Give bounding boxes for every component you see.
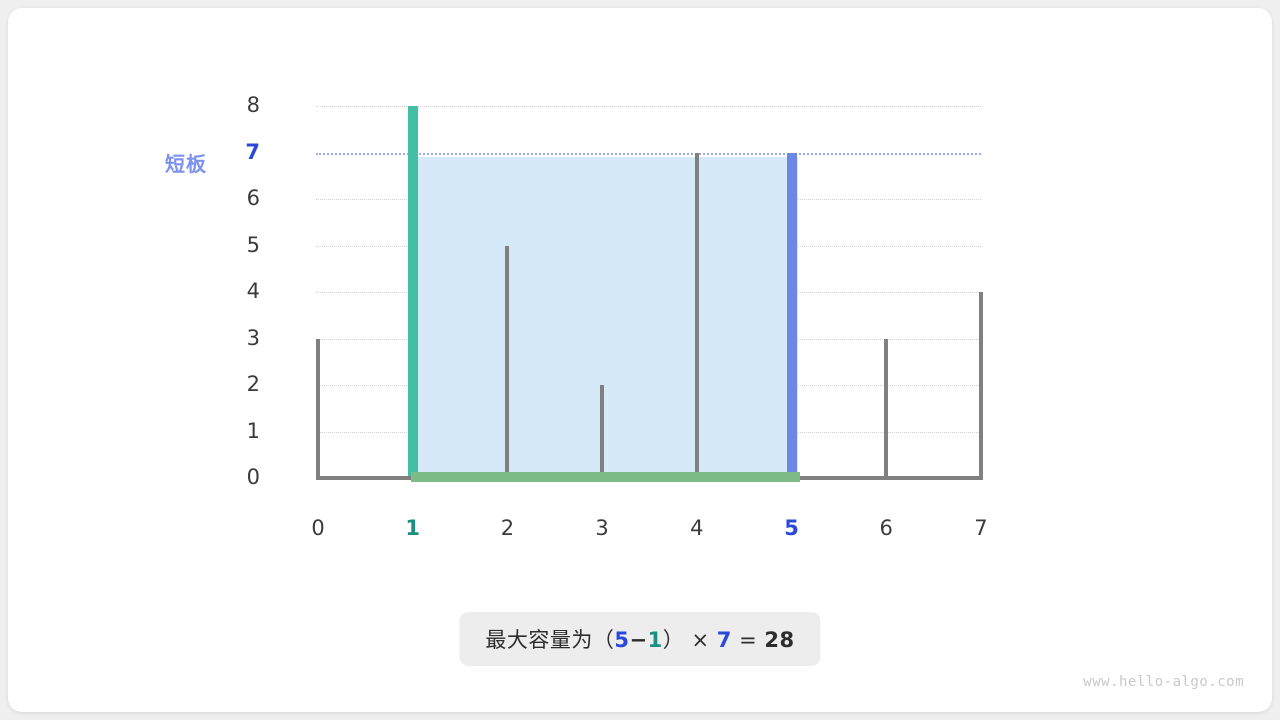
x-tick-label-2: 2	[500, 516, 515, 540]
bar-2	[505, 245, 510, 480]
caption-equals: =	[739, 628, 758, 652]
bar-1	[407, 106, 418, 480]
bar-6	[884, 338, 889, 480]
y-tick-label-5: 5	[246, 232, 260, 257]
x-tick-label-3: 3	[595, 516, 609, 540]
bar-4	[694, 152, 699, 480]
x-tick-label-5: 5	[784, 516, 799, 540]
bar-3	[600, 385, 605, 480]
x-tick-label-1: 1	[405, 516, 420, 540]
caption-result: 28	[764, 628, 795, 652]
caption-times: ×	[691, 628, 710, 652]
capacity-fill-region	[413, 157, 798, 478]
watermark: www.hello-algo.com	[1083, 674, 1244, 690]
bar-0	[316, 338, 320, 480]
caption-minus: −	[629, 628, 648, 652]
y-tick-label-6: 6	[246, 186, 260, 210]
caption-close-paren: ）	[662, 628, 685, 652]
short-board-label: 短板	[165, 152, 207, 176]
bar-chart-plot: 8 7 6 5 4 3 2 1 0 短板 0 1 2 3 4 5 6 7	[8, 8, 1272, 712]
y-tick-label-4: 4	[246, 279, 260, 303]
bar-5	[786, 152, 797, 480]
y-tick-label-8: 8	[246, 93, 260, 117]
capacity-formula-caption: 最大容量为（5−1） × 7 = 28	[459, 612, 821, 666]
caption-prefix: 最大容量为（	[485, 628, 615, 652]
caption-height: 7	[716, 628, 732, 652]
x-tick-label-4: 4	[690, 516, 704, 540]
x-tick-label-6: 6	[879, 516, 893, 540]
y-tick-label-3: 3	[246, 325, 260, 350]
caption-right-index: 5	[614, 628, 630, 652]
container-base-bar	[411, 472, 800, 482]
bar-7	[978, 292, 983, 480]
y-tick-label-1: 1	[246, 418, 260, 443]
gridline-y-7	[316, 152, 981, 155]
x-tick-label-7: 7	[974, 516, 988, 540]
y-tick-label-7: 7	[245, 139, 260, 164]
y-tick-label-0: 0	[246, 465, 260, 489]
caption-left-index: 1	[647, 628, 663, 652]
x-tick-label-0: 0	[311, 516, 325, 540]
y-tick-label-2: 2	[246, 372, 260, 396]
gridline-y-8	[316, 106, 981, 107]
